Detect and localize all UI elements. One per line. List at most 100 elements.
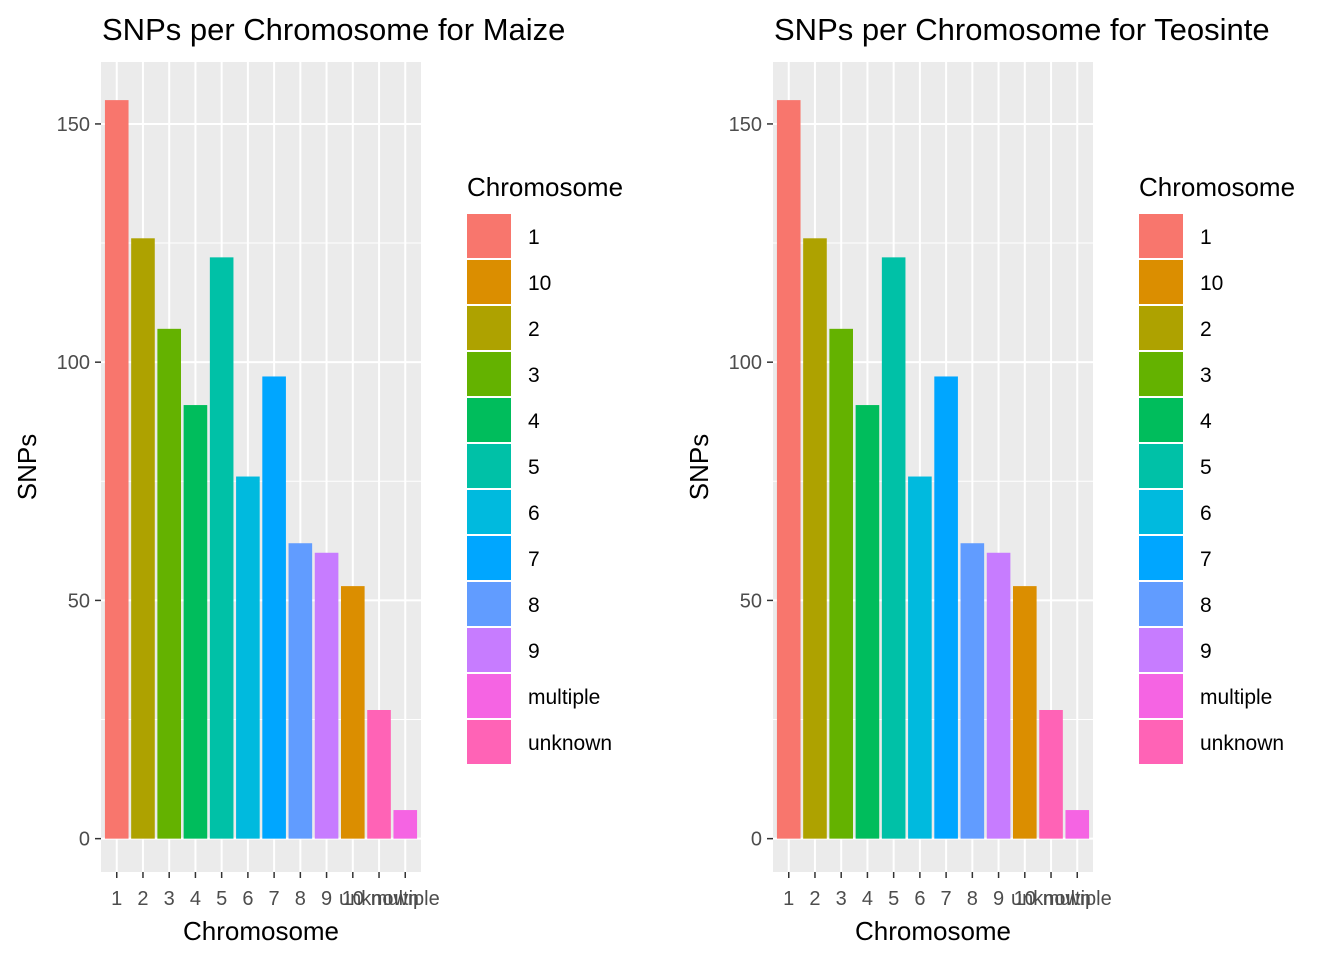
bar-chromosome-unknown [1039, 710, 1063, 839]
bar-chromosome-6 [908, 476, 932, 839]
x-tick-label: 10 [1014, 888, 1036, 910]
bar-chromosome-1 [776, 100, 801, 839]
legend: Chromosome 1 10 2 3 4 5 6 7 8 9 multiple unknown [465, 172, 623, 766]
y-tick-label: 50 [740, 590, 762, 612]
legend-label: 5 [1200, 456, 1212, 479]
legend-label: 6 [528, 502, 540, 525]
bar-chromosome-8 [960, 543, 985, 839]
y-axis-title: SNPs [684, 434, 714, 500]
x-tick-label: 5 [216, 888, 227, 910]
x-tick-label: 7 [941, 888, 952, 910]
legend-swatch-10 [465, 258, 513, 306]
legend-swatch-3 [1137, 350, 1185, 398]
legend-swatch-5 [1137, 442, 1185, 490]
bar-chromosome-4 [855, 405, 880, 839]
x-tick-label: 3 [164, 888, 175, 910]
legend-label: 6 [1200, 502, 1212, 525]
x-axis-title: Chromosome [855, 916, 1011, 946]
legend-swatch-multiple [465, 672, 513, 720]
legend: Chromosome 1 10 2 3 4 5 6 7 8 9 multiple unknown [1137, 172, 1295, 766]
legend-swatch-unknown [1137, 718, 1185, 766]
legend-label: 3 [1200, 364, 1212, 387]
legend-swatch-2 [1137, 304, 1185, 352]
bar-chromosome-9 [314, 552, 339, 839]
x-tick-label: 3 [836, 888, 847, 910]
y-tick-label: 100 [57, 352, 90, 374]
y-tick-label: 100 [729, 352, 762, 374]
legend-swatch-multiple [1137, 672, 1185, 720]
legend-label: 7 [528, 548, 540, 571]
x-tick-label: 6 [242, 888, 253, 910]
y-tick-label: 150 [729, 114, 762, 136]
y-axis-title: SNPs [12, 434, 42, 500]
y-tick-label: 0 [79, 829, 90, 851]
legend-swatch-3 [465, 350, 513, 398]
x-tick-label: 2 [809, 888, 820, 910]
bar-chromosome-7 [934, 376, 958, 839]
legend-label: 1 [1200, 226, 1212, 249]
legend-label: 3 [528, 364, 540, 387]
legend-label: 8 [528, 594, 540, 617]
y-tick-label: 50 [68, 590, 90, 612]
legend-label: 10 [528, 272, 551, 295]
x-tick-label: 10 [342, 888, 364, 910]
legend-swatch-5 [465, 442, 513, 490]
legend-label: 2 [528, 318, 540, 341]
bar-chromosome-1 [104, 100, 129, 839]
legend-swatch-10 [1137, 258, 1185, 306]
bar-chromosome-9 [986, 552, 1011, 839]
bar-chromosome-3 [157, 328, 181, 839]
x-tick-label: 8 [967, 888, 978, 910]
x-tick-label: 7 [269, 888, 280, 910]
legend-label: 2 [1200, 318, 1212, 341]
x-tick-label: 6 [914, 888, 925, 910]
bar-chromosome-10 [1013, 586, 1037, 839]
legend-swatch-9 [1137, 626, 1185, 674]
bar-chromosome-5 [881, 257, 906, 839]
bar-chromosome-2 [803, 238, 827, 839]
chart-title: SNPs per Chromosome for Teosinte [774, 12, 1270, 47]
x-tick-label: unknown [1011, 888, 1091, 910]
bar-chromosome-unknown [367, 710, 391, 839]
x-tick-label: multiple [1043, 888, 1112, 910]
bar-chromosome-8 [288, 543, 313, 839]
bar-chromosome-5 [209, 257, 234, 839]
x-tick-label: 9 [321, 888, 332, 910]
bar-chromosome-6 [236, 476, 260, 839]
legend-swatch-6 [465, 488, 513, 536]
legend-swatch-7 [1137, 534, 1185, 582]
x-tick-label: 4 [190, 888, 201, 910]
legend-label: unknown [528, 732, 612, 755]
bar-chromosome-2 [131, 238, 155, 839]
x-tick-label: 1 [111, 888, 122, 910]
x-axis-title: Chromosome [183, 916, 339, 946]
x-tick-label: 5 [888, 888, 899, 910]
x-tick-label: 1 [783, 888, 794, 910]
legend-swatch-1 [465, 212, 513, 260]
y-tick-label: 0 [751, 829, 762, 851]
chart-title: SNPs per Chromosome for Maize [102, 12, 565, 47]
bar-chromosome-10 [341, 586, 365, 839]
bar-chromosome-4 [183, 405, 208, 839]
x-tick-label: 9 [993, 888, 1004, 910]
bar-chromosome-7 [262, 376, 286, 839]
legend-swatch-unknown [465, 718, 513, 766]
legend-swatch-8 [1137, 580, 1185, 628]
legend-label: 1 [528, 226, 540, 249]
x-tick-label: 4 [862, 888, 873, 910]
legend-swatch-7 [465, 534, 513, 582]
y-tick-label: 150 [57, 114, 90, 136]
legend-label: 4 [1200, 410, 1212, 433]
legend-label: 5 [528, 456, 540, 479]
x-tick-label: multiple [371, 888, 440, 910]
legend-label: 7 [1200, 548, 1212, 571]
legend-title: Chromosome [1139, 172, 1295, 202]
legend-label: 9 [528, 640, 540, 663]
legend-swatch-8 [465, 580, 513, 628]
bar-chromosome-multiple [393, 810, 418, 839]
legend-swatch-2 [465, 304, 513, 352]
